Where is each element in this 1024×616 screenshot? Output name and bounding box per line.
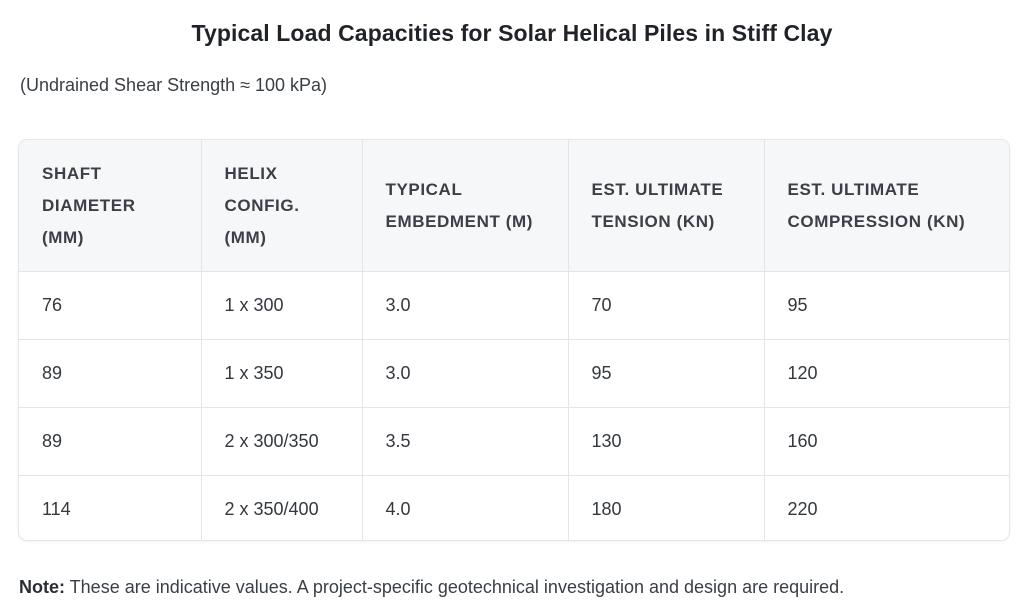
table-row: 89 1 x 350 3.0 95 120 — [19, 339, 1009, 408]
cell-ultimate-compression: 95 — [764, 271, 1009, 340]
cell-typical-embedment: 3.0 — [362, 339, 569, 408]
footnote: Note: These are indicative values. A pro… — [19, 577, 844, 598]
cell-ultimate-compression: 120 — [764, 339, 1009, 408]
cell-shaft-diameter: 76 — [19, 271, 202, 340]
cell-typical-embedment: 4.0 — [362, 475, 569, 540]
header-ultimate-tension: Est. Ultimate Tension (kN) — [568, 140, 765, 272]
page-subtitle: (Undrained Shear Strength ≈ 100 kPa) — [20, 75, 328, 95]
load-capacity-table: Shaft Diameter (mm) Helix Config. (mm) T… — [19, 140, 1009, 540]
header-shaft-diameter: Shaft Diameter (mm) — [19, 140, 202, 272]
cell-shaft-diameter: 89 — [19, 407, 202, 476]
table-header-row: Shaft Diameter (mm) Helix Config. (mm) T… — [19, 140, 1009, 272]
header-ultimate-compression: Est. Ultimate Compression (kN) — [764, 140, 1009, 272]
note-text: These are indicative values. A project-s… — [65, 577, 845, 597]
page-title: Typical Load Capacities for Solar Helica… — [191, 20, 833, 46]
cell-helix-config: 2 x 350/400 — [201, 475, 363, 540]
table-row: 76 1 x 300 3.0 70 95 — [19, 271, 1009, 340]
cell-helix-config: 2 x 300/350 — [201, 407, 363, 476]
cell-ultimate-tension: 95 — [568, 339, 765, 408]
header-helix-config: Helix Config. (mm) — [201, 140, 363, 272]
cell-helix-config: 1 x 350 — [201, 339, 363, 408]
cell-typical-embedment: 3.5 — [362, 407, 569, 476]
cell-ultimate-compression: 160 — [764, 407, 1009, 476]
load-capacity-table-container: Shaft Diameter (mm) Helix Config. (mm) T… — [19, 140, 1009, 540]
header-typical-embedment: Typical Embedment (m) — [362, 140, 569, 272]
table-row: 89 2 x 300/350 3.5 130 160 — [19, 407, 1009, 476]
cell-ultimate-tension: 70 — [568, 271, 765, 340]
cell-shaft-diameter: 114 — [19, 475, 202, 540]
cell-ultimate-tension: 130 — [568, 407, 765, 476]
cell-ultimate-tension: 180 — [568, 475, 765, 540]
cell-helix-config: 1 x 300 — [201, 271, 363, 340]
cell-shaft-diameter: 89 — [19, 339, 202, 408]
note-label: Note: — [19, 577, 65, 597]
cell-typical-embedment: 3.0 — [362, 271, 569, 340]
table-row: 114 2 x 350/400 4.0 180 220 — [19, 475, 1009, 540]
cell-ultimate-compression: 220 — [787, 499, 818, 519]
